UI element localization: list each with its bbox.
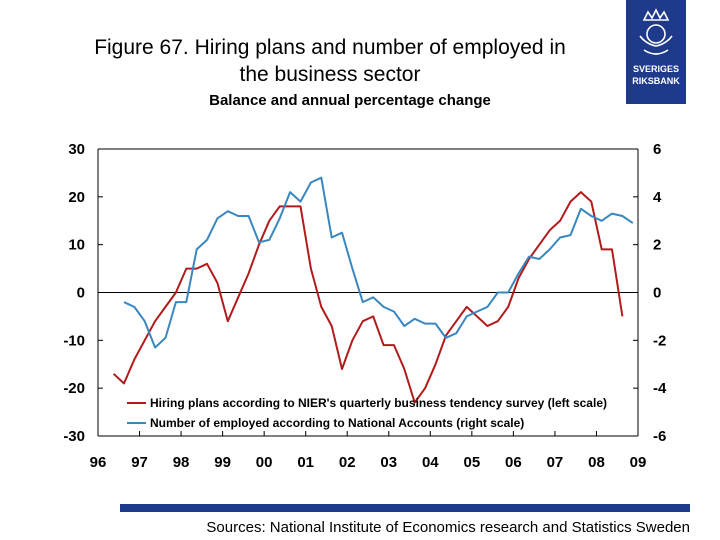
right-tick-label: 0 xyxy=(653,285,661,302)
x-axis-tick-labels: 96 97 98 99 00 01 02 03 04 05 06 07 08 09 xyxy=(90,454,647,471)
left-tick-label: -30 xyxy=(63,428,85,445)
chart-title-line-2: the business sector xyxy=(239,63,421,86)
legend-label: Hiring plans according to NIER's quarter… xyxy=(150,396,607,410)
x-tick-label: 01 xyxy=(297,454,314,471)
chart-series xyxy=(112,176,634,404)
left-tick-label: -10 xyxy=(63,332,85,349)
x-tick-label: 06 xyxy=(505,454,522,471)
left-tick-label: 30 xyxy=(68,141,85,158)
logo-background xyxy=(626,0,686,104)
x-tick-label: 96 xyxy=(90,454,107,471)
x-tick-label: 09 xyxy=(630,454,647,471)
x-tick-label: 07 xyxy=(547,454,564,471)
left-tick-label: -20 xyxy=(63,380,85,397)
right-tick-label: 2 xyxy=(653,237,661,254)
x-tick-label: 97 xyxy=(131,454,148,471)
left-tick-label: 10 xyxy=(68,237,85,254)
chart-title-line-1: Figure 67. Hiring plans and number of em… xyxy=(94,36,566,59)
chart-subtitle: Balance and annual percentage change xyxy=(209,92,491,109)
x-tick-label: 08 xyxy=(588,454,605,471)
x-tick-label: 98 xyxy=(173,454,190,471)
crown-emblem-icon xyxy=(639,8,673,55)
chart-title: Figure 67. Hiring plans and number of em… xyxy=(20,34,640,88)
x-tick-label: 00 xyxy=(256,454,273,471)
x-tick-label: 04 xyxy=(422,454,439,471)
sources-note: Sources: National Institute of Economics… xyxy=(206,519,690,536)
right-tick-label: -4 xyxy=(653,380,667,397)
x-tick-label: 02 xyxy=(339,454,356,471)
riksbank-logo: SVERIGES RIKSBANK xyxy=(626,0,686,104)
right-tick-label: -2 xyxy=(653,332,666,349)
employed-line xyxy=(123,176,634,349)
x-tick-label: 99 xyxy=(214,454,231,471)
chart-axes xyxy=(97,148,639,437)
left-tick-label: 20 xyxy=(68,189,85,206)
right-tick-label: 4 xyxy=(653,189,662,206)
hiring-plans-line xyxy=(112,191,624,404)
footer-bar xyxy=(120,504,690,512)
x-tick-label: 05 xyxy=(464,454,481,471)
logo-text-line-2: RIKSBANK xyxy=(632,76,680,86)
logo-text-line-1: SVERIGES xyxy=(633,64,679,74)
left-tick-label: 0 xyxy=(77,285,85,302)
chart-legend: Hiring plans according to NIER's quarter… xyxy=(127,396,607,430)
right-axis-tick-labels: 6 4 2 0 -2 -4 -6 xyxy=(653,141,667,445)
right-tick-label: -6 xyxy=(653,428,666,445)
legend-label: Number of employed according to National… xyxy=(150,416,524,430)
left-axis-tick-labels: 30 20 10 0 -10 -20 -30 xyxy=(63,141,85,445)
x-tick-label: 03 xyxy=(380,454,397,471)
right-tick-label: 6 xyxy=(653,141,661,158)
